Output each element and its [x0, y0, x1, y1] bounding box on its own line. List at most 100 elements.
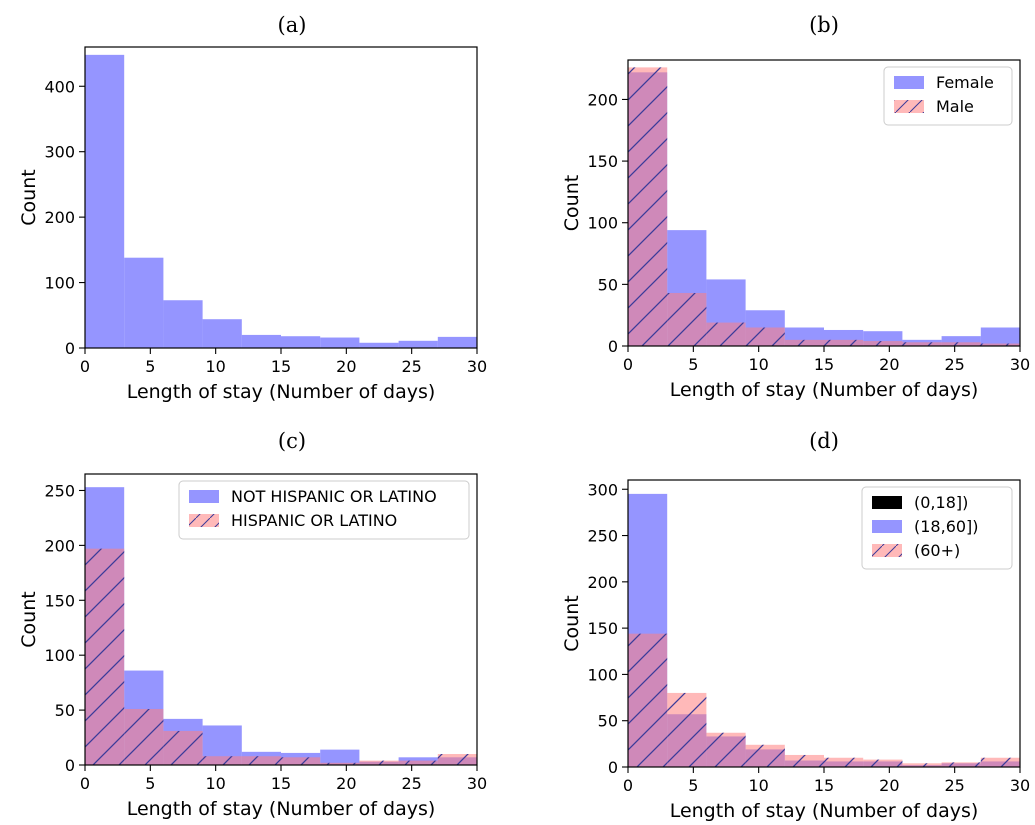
histogram-bar-hatch	[667, 692, 707, 767]
legend-box	[178, 480, 470, 540]
x-tick-label: 10	[748, 355, 768, 374]
histogram-bar-hatch	[824, 339, 864, 346]
x-tick-label: 30	[467, 357, 487, 376]
histogram-bar	[163, 300, 203, 348]
legend-label: (18,60])	[914, 517, 979, 536]
legend-swatch-hatch	[894, 100, 924, 113]
histogram-bar-hatch	[784, 339, 824, 346]
y-tick-label: 100	[587, 214, 618, 233]
y-tick-label: 50	[598, 712, 618, 731]
x-tick-label: 0	[623, 355, 633, 374]
chart-panel: 0 5 10 15 20 25 30 0 50 100 150 200 250 Length of sta…	[18, 473, 487, 820]
x-tick-label: 25	[944, 776, 964, 795]
histogram-bar-hatch	[628, 67, 668, 347]
x-tick-label: 15	[271, 774, 291, 793]
histogram-bar-hatch	[941, 762, 981, 767]
x-tick-label: 0	[80, 774, 90, 793]
x-axis-label: Length of stay (Number of days)	[670, 379, 979, 401]
x-tick-label: 25	[401, 357, 421, 376]
y-tick-label: 100	[44, 274, 75, 293]
x-axis-label: Length of stay (Number of days)	[670, 800, 979, 822]
x-tick-label: 30	[1010, 776, 1030, 795]
histogram-bar-hatch	[163, 730, 203, 765]
histogram-bar-hatch	[980, 757, 1020, 767]
legend-swatch	[189, 490, 219, 503]
histogram-bar-hatch	[745, 327, 785, 346]
histogram-bar-hatch	[980, 343, 1020, 346]
chart-panel: 0 5 10 15 20 25 30 0 50 100 150 200 Length of stay (…	[561, 59, 1030, 401]
y-tick-label: 200	[44, 536, 75, 555]
legend-swatch	[872, 496, 902, 509]
x-tick-label: 10	[748, 776, 768, 795]
y-tick-label: 300	[44, 143, 75, 162]
x-tick-label: 20	[336, 774, 356, 793]
y-tick-label: 50	[598, 275, 618, 294]
y-tick-label: 150	[44, 591, 75, 610]
y-tick-label: 150	[587, 152, 618, 171]
histogram-bar-hatch	[902, 342, 942, 346]
y-tick-label: 0	[608, 337, 618, 356]
y-tick-label: 250	[44, 481, 75, 500]
histogram-bar	[124, 257, 164, 348]
histogram-bar-hatch	[359, 760, 399, 765]
panel-title-c: (c)	[278, 429, 306, 453]
histogram-bar	[241, 334, 281, 348]
histogram-bar	[941, 336, 981, 346]
y-axis-label: Count	[18, 169, 40, 225]
panel-title-a: (a)	[278, 13, 307, 37]
histogram-bar	[359, 342, 399, 348]
histogram-bar-hatch	[941, 342, 981, 346]
y-tick-label: 0	[608, 758, 618, 777]
x-tick-label: 15	[271, 357, 291, 376]
x-tick-label: 0	[623, 776, 633, 795]
histogram-bar-hatch	[824, 757, 864, 767]
histogram-bar	[85, 54, 125, 348]
x-tick-label: 15	[814, 776, 834, 795]
legend-label: (60+)	[914, 541, 960, 560]
y-tick-label: 100	[44, 646, 75, 665]
x-tick-label: 30	[1010, 355, 1030, 374]
legend-swatch-hatch	[189, 514, 219, 527]
y-tick-label: 250	[587, 527, 618, 546]
y-tick-label: 200	[587, 90, 618, 109]
y-tick-label: 0	[65, 339, 75, 358]
x-tick-label: 5	[688, 355, 698, 374]
histogram-bar	[320, 749, 360, 765]
y-tick-label: 150	[587, 619, 618, 638]
y-axis-label: Count	[561, 595, 583, 651]
histogram-bar-hatch	[281, 757, 321, 765]
x-tick-label: 15	[814, 355, 834, 374]
x-axis-label: Length of stay (Number of days)	[127, 381, 436, 403]
histogram-bar-hatch	[437, 754, 477, 765]
x-axis-label: Length of stay (Number of days)	[127, 798, 436, 820]
x-tick-label: 10	[205, 774, 225, 793]
histogram-bar-hatch	[706, 322, 746, 346]
x-tick-label: 5	[145, 774, 155, 793]
legend-label: Female	[936, 73, 994, 92]
y-axis-label: Count	[561, 175, 583, 231]
histogram-bar-hatch	[863, 759, 903, 767]
x-tick-label: 20	[336, 357, 356, 376]
y-tick-label: 50	[55, 701, 75, 720]
histogram-bar-hatch	[85, 548, 125, 765]
x-tick-label: 20	[879, 355, 899, 374]
histogram-bar-hatch	[902, 763, 942, 767]
histogram-bar-hatch	[706, 732, 746, 767]
legend-swatch-hatch	[872, 544, 902, 557]
histogram-bar-hatch	[667, 292, 707, 346]
legend-swatch	[894, 76, 924, 89]
x-tick-label: 25	[401, 774, 421, 793]
histogram-bar-hatch	[745, 744, 785, 767]
y-tick-label: 0	[65, 756, 75, 775]
panel-title-b: (b)	[809, 13, 839, 37]
legend-swatch	[872, 520, 902, 533]
histogram-bar	[398, 340, 438, 348]
histogram-bar-hatch	[124, 708, 164, 765]
x-tick-label: 5	[688, 776, 698, 795]
x-tick-label: 30	[467, 774, 487, 793]
y-tick-label: 300	[587, 480, 618, 499]
